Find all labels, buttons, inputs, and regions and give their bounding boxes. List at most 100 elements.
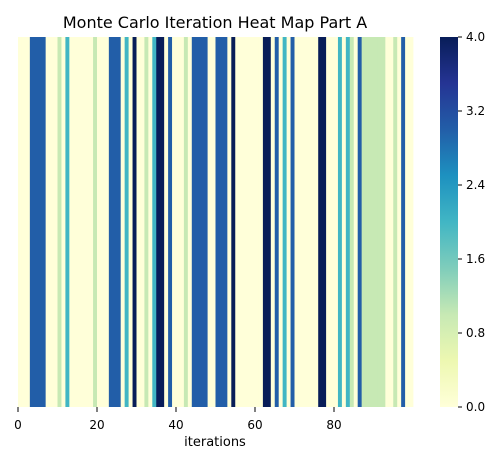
colorbar-tick-label: 2.4 — [466, 178, 485, 192]
heatmap-cell — [132, 37, 137, 407]
heatmap-cell — [41, 37, 47, 407]
heatmap-cell — [330, 37, 335, 407]
heatmap-cell — [112, 37, 118, 407]
heatmap-cell — [258, 37, 264, 407]
heatmap-cell — [349, 37, 355, 407]
x-tick-label: 60 — [247, 418, 262, 432]
colorbar-tick-label: 1.6 — [466, 252, 485, 266]
heatmap-cell — [345, 37, 351, 407]
heatmap-cell — [195, 37, 201, 407]
heatmap-cell — [251, 37, 256, 407]
heatmap-cell — [357, 37, 363, 407]
heatmap-cell — [77, 37, 82, 407]
heatmap-cell — [203, 37, 208, 407]
colorbar-tick-label: 0.0 — [466, 400, 485, 414]
heatmap-cell — [227, 37, 232, 407]
heatmap-cell — [21, 37, 27, 407]
heatmap-cell — [397, 37, 402, 407]
heatmap-cell — [215, 37, 220, 407]
heatmap-cell — [211, 37, 216, 407]
heatmap-cell — [409, 37, 414, 407]
heatmap-cell — [385, 37, 390, 407]
heatmap-cell — [306, 37, 311, 407]
heatmap-cell — [156, 37, 161, 407]
x-axis: 0 20 40 60 80 — [14, 407, 342, 432]
heatmap-cell — [282, 37, 287, 407]
heatmap-cell — [187, 37, 193, 407]
heatmap-cell — [302, 37, 307, 407]
heatmap-cell — [294, 37, 299, 407]
heatmap-cell — [85, 37, 90, 407]
heatmap-cell — [116, 37, 122, 407]
heatmap-cell — [231, 37, 236, 407]
heatmap-cell — [326, 37, 331, 407]
heatmap-cell — [65, 37, 70, 407]
heatmap-cell — [290, 37, 295, 407]
x-tick-label: 20 — [89, 418, 104, 432]
colorbar-axis: 0.0 0.8 1.6 2.4 3.2 4.0 — [458, 30, 485, 414]
heatmap-cell — [69, 37, 74, 407]
heatmap-cell — [160, 37, 165, 407]
heatmap-cell — [53, 37, 58, 407]
colorbar-tick-label: 3.2 — [466, 104, 485, 118]
x-tick-label: 0 — [14, 418, 22, 432]
heatmap-cell — [286, 37, 291, 407]
x-axis-label: iterations — [184, 435, 246, 450]
heatmap-cell — [81, 37, 86, 407]
heatmap-cell — [89, 37, 94, 407]
heatmap-cell — [235, 37, 240, 407]
heatmap-cell — [337, 37, 343, 407]
heatmap-cell — [93, 37, 98, 407]
heatmap-cell — [18, 37, 23, 407]
heatmap-cell — [120, 37, 126, 407]
heatmap-cell — [97, 37, 102, 407]
heatmap-cell — [361, 37, 366, 407]
heatmap-cell — [381, 37, 386, 407]
colorbar-tick-label: 4.0 — [466, 30, 485, 44]
heatmap-cell — [191, 37, 197, 407]
heatmap-cell — [152, 37, 157, 407]
heatmap-cell — [247, 37, 252, 407]
heatmap-cell — [243, 37, 248, 407]
chart-title: Monte Carlo Iteration Heat Map Part A — [63, 13, 367, 32]
heatmap-cell — [223, 37, 228, 407]
heatmap-cell — [49, 37, 54, 407]
x-tick-label: 80 — [326, 418, 341, 432]
heatmap-cell — [176, 37, 181, 407]
colorbar-tick-label: 0.8 — [466, 326, 485, 340]
heatmap-cell — [207, 37, 212, 407]
heatmap-cell — [314, 37, 319, 407]
heatmap-cell — [334, 37, 339, 407]
heatmap-cell — [168, 37, 173, 407]
heatmap-cell — [274, 37, 280, 407]
heatmap-cell — [100, 37, 106, 407]
heatmap-cell — [183, 37, 189, 407]
heatmap-cell — [365, 37, 370, 407]
heatmap-cell — [179, 37, 185, 407]
heatmap-cell — [104, 37, 110, 407]
heatmap-cell — [199, 37, 205, 407]
heatmap-cell — [405, 37, 410, 407]
heatmap-cell — [124, 37, 129, 407]
heatmap-cell — [389, 37, 394, 407]
heatmap-cell — [136, 37, 141, 407]
heatmap-cell — [148, 37, 153, 407]
heatmap-cell — [128, 37, 133, 407]
heatmap-cell — [310, 37, 315, 407]
heatmap-cell — [144, 37, 149, 407]
heatmap-cell — [262, 37, 268, 407]
heatmap-cell — [57, 37, 62, 407]
heatmap-cell — [140, 37, 145, 407]
heatmap-cell — [255, 37, 260, 407]
heatmap-cell — [322, 37, 327, 407]
heatmap-cells — [18, 37, 414, 407]
heatmap-cell — [219, 37, 224, 407]
heatmap-cell — [108, 37, 114, 407]
heatmap-cell — [73, 37, 78, 407]
heatmap-cell — [239, 37, 244, 407]
heatmap-cell — [369, 37, 374, 407]
heatmap-cell — [318, 37, 323, 407]
heatmap-cell — [377, 37, 382, 407]
heatmap-cell — [172, 37, 177, 407]
